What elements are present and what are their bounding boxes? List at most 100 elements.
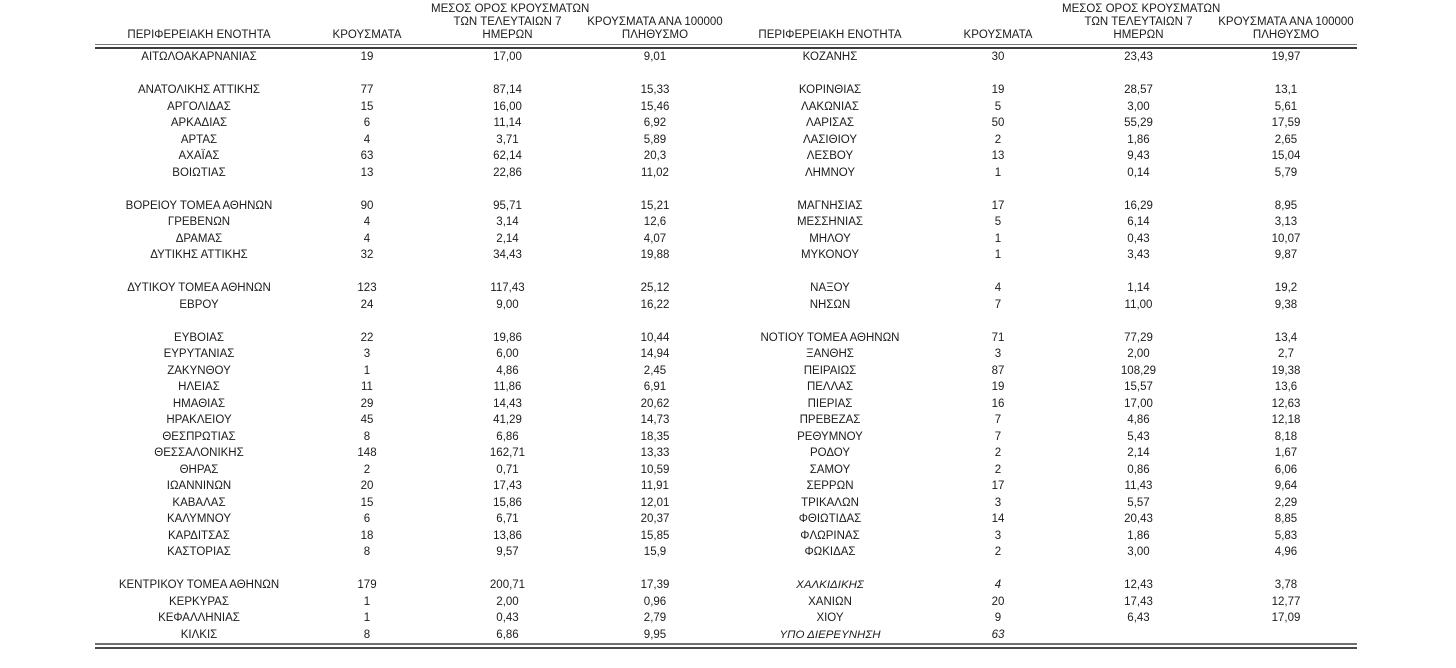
region-cell: ΕΥΒΟΙΑΣ <box>174 331 224 344</box>
cases-cell: 7 <box>994 430 1002 443</box>
per100k-cell <box>1215 627 1357 644</box>
cases-cell: 8 <box>363 628 371 641</box>
table-row: ΘΕΣΠΡΩΤΙΑΣ 8 6,86 18,35 ΡΕΘΥΜΝΟΥ 7 5,43 8,18 <box>95 429 1357 446</box>
per100k-cell: 20,62 <box>640 397 670 410</box>
cases-cell: 2 <box>994 133 1002 146</box>
per100k-cell: 14,73 <box>640 414 670 426</box>
cases-cell: 71 <box>991 331 1005 344</box>
per100k-cell: 12,77 <box>1271 595 1301 608</box>
region-cell: ΥΠΟ ΔΙΕΡΕΥΝΗΣΗ <box>779 628 881 641</box>
avg7-cell: 19,86 <box>493 331 522 344</box>
region-cell: ΣΕΡΡΩΝ <box>806 480 854 492</box>
region-cell: ΚΑΡΔΙΤΣΑΣ <box>168 529 230 542</box>
table-row: ΚΑΡΔΙΤΣΑΣ 18 13,86 15,85 ΦΛΩΡΙΝΑΣ 3 1,86 5,83 <box>95 528 1357 545</box>
header-cases-right: ΚΡΟΥΣΜΑΤΑ <box>934 3 1062 44</box>
header-avg7-line2: ΤΩΝ ΤΕΛΕΥΤΑΙΩΝ 7 <box>453 16 562 28</box>
region-cell: ΠΙΕΡΙΑΣ <box>807 397 853 410</box>
spacer-row <box>95 313 1357 330</box>
header-thick-rule <box>95 47 1357 49</box>
table-row: ΘΕΣΣΑΛΟΝΙΚΗΣ 148 162,71 13,33 ΡΟΔΟΥ 2 2,14 1,67 <box>95 445 1357 462</box>
avg7-cell: 3,14 <box>496 216 519 228</box>
table-row: ΓΡΕΒΕΝΩΝ 4 3,14 12,6 ΜΕΣΣΗΝΙΑΣ 5 6,14 3,13 <box>95 214 1357 231</box>
per100k-cell: 13,33 <box>640 447 670 459</box>
per100k-cell: 19,97 <box>1271 51 1301 63</box>
cases-cell: 87 <box>991 364 1005 377</box>
per100k-cell: 19,2 <box>1274 282 1298 294</box>
table-row: ΕΥΒΟΙΑΣ 22 19,86 10,44 ΝΟΤΙΟΥ ΤΟΜΕΑ ΑΘΗΝΩΝ 71… <box>95 330 1357 347</box>
region-cell: ΑΡΚΑΔΙΑΣ <box>170 117 228 129</box>
cases-cell: 1 <box>994 249 1002 261</box>
cases-cell: 15 <box>360 100 374 113</box>
cases-cell: 1 <box>363 364 371 377</box>
cases-cell: 1 <box>363 595 371 608</box>
per100k-cell: 0,96 <box>643 595 667 608</box>
avg7-cell: 16,00 <box>493 100 522 113</box>
table-row: ΒΟΡΕΙΟΥ ΤΟΜΕΑ ΑΘΗΝΩΝ 90 95,71 15,21 ΜΑΓΝΗΣΙΑ… <box>95 198 1357 215</box>
region-cell: ΘΕΣΣΑΛΟΝΙΚΗΣ <box>154 447 244 459</box>
cases-cell: 5 <box>994 216 1002 228</box>
region-cell: ΠΡΕΒΕΖΑΣ <box>799 414 861 426</box>
cases-cell: 18 <box>360 529 374 542</box>
avg7-cell: 6,43 <box>1127 612 1150 624</box>
avg7-cell: 6,14 <box>1127 216 1150 228</box>
region-cell: ΕΥΡΥΤΑΝΙΑΣ <box>163 348 235 360</box>
region-cell: ΦΛΩΡΙΝΑΣ <box>800 529 860 542</box>
region-cell: ΚΑΛΥΜΝΟΥ <box>167 513 231 525</box>
region-cell: ΚΟΖΑΝΗΣ <box>802 51 858 63</box>
per100k-cell: 19,88 <box>640 249 670 261</box>
avg7-cell: 4,86 <box>496 364 519 377</box>
avg7-cell: 0,43 <box>496 612 519 624</box>
avg7-cell: 15,86 <box>493 496 522 509</box>
table-body: ΑΙΤΩΛΟΑΚΑΡΝΑΝΙΑΣ 19 17,00 9,01 ΚΟΖΑΝΗΣ 30 23,4… <box>95 49 1357 643</box>
per100k-cell: 14,94 <box>640 348 670 360</box>
header-avg7-line2: ΤΩΝ ΤΕΛΕΥΤΑΙΩΝ 7 <box>1084 16 1193 28</box>
cases-cell: 63 <box>991 628 1005 641</box>
header-region-label: ΠΕΡΙΦΕΡΕΙΑΚΗ ΕΝΟΤΗΤΑ <box>758 29 902 41</box>
per100k-cell: 20,3 <box>643 150 667 162</box>
spacer-cell <box>95 181 1357 198</box>
cases-cell: 32 <box>360 249 374 261</box>
region-cell: ΠΕΙΡΑΙΩΣ <box>803 364 857 377</box>
avg7-cell: 12,43 <box>1124 579 1153 591</box>
cases-cell: 1 <box>994 166 1002 179</box>
bottom-rule-top <box>95 643 1357 645</box>
spacer-cell <box>95 561 1357 578</box>
avg7-cell: 9,57 <box>496 546 519 558</box>
region-cell: ΠΕΛΛΑΣ <box>806 381 854 393</box>
region-cell: ΛΕΣΒΟΥ <box>806 150 854 162</box>
avg7-cell: 17,43 <box>493 480 522 492</box>
region-cell: ΛΑΡΙΣΑΣ <box>805 117 855 129</box>
region-cell: ΛΑΣΙΘΙΟΥ <box>802 133 858 146</box>
avg7-cell: 2,00 <box>496 595 519 608</box>
per100k-cell: 9,38 <box>1274 298 1298 311</box>
avg7-cell: 4,86 <box>1127 414 1150 426</box>
per100k-cell: 1,67 <box>1274 447 1298 459</box>
region-cell: ΖΑΚΥΝΘΟΥ <box>167 364 231 377</box>
spacer-row <box>95 66 1357 83</box>
region-cell: ΔΥΤΙΚΗΣ ΑΤΤΙΚΗΣ <box>150 249 248 261</box>
avg7-cell: 0,71 <box>496 463 519 476</box>
region-cell: ΛΗΜΝΟΥ <box>804 166 856 179</box>
region-cell: ΗΡΑΚΛΕΙΟΥ <box>166 414 232 426</box>
header-cases-left: ΚΡΟΥΣΜΑΤΑ <box>303 3 431 44</box>
avg7-cell: 1,86 <box>1127 529 1150 542</box>
avg7-cell: 6,86 <box>496 628 519 641</box>
cases-cell: 7 <box>994 298 1002 311</box>
per100k-cell: 13,6 <box>1274 381 1298 393</box>
avg7-cell: 162,71 <box>489 447 526 459</box>
table-row: ΑΙΤΩΛΟΑΚΑΡΝΑΝΙΑΣ 19 17,00 9,01 ΚΟΖΑΝΗΣ 30 23,4… <box>95 49 1357 66</box>
avg7-cell: 55,29 <box>1124 117 1153 129</box>
per100k-cell: 11,02 <box>641 166 669 179</box>
per100k-cell: 13,1 <box>1274 84 1298 96</box>
header-region-left: ΠΕΡΙΦΕΡΕΙΑΚΗ ΕΝΟΤΗΤΑ <box>95 3 303 44</box>
table-row: ΗΜΑΘΙΑΣ 29 14,43 20,62 ΠΙΕΡΙΑΣ 16 17,00 12,63 <box>95 396 1357 413</box>
header-avg7-left: ΜΕΣΟΣ ΟΡΟΣ ΚΡΟΥΣΜΑΤΩΝ ΤΩΝ ΤΕΛΕΥΤΑΙΩΝ 7 Η… <box>431 3 589 44</box>
avg7-cell: 117,43 <box>490 282 525 294</box>
region-cell: ΦΘΙΩΤΙΔΑΣ <box>798 513 862 525</box>
region-cell: ΑΙΤΩΛΟΑΚΑΡΝΑΝΙΑΣ <box>141 51 257 63</box>
per100k-cell: 6,06 <box>1274 463 1298 476</box>
region-cell: ΚΑΣΤΟΡΙΑΣ <box>167 546 231 558</box>
avg7-cell: 22,86 <box>493 166 522 179</box>
avg7-cell: 9,00 <box>496 298 519 311</box>
per100k-cell: 4,07 <box>643 232 667 245</box>
